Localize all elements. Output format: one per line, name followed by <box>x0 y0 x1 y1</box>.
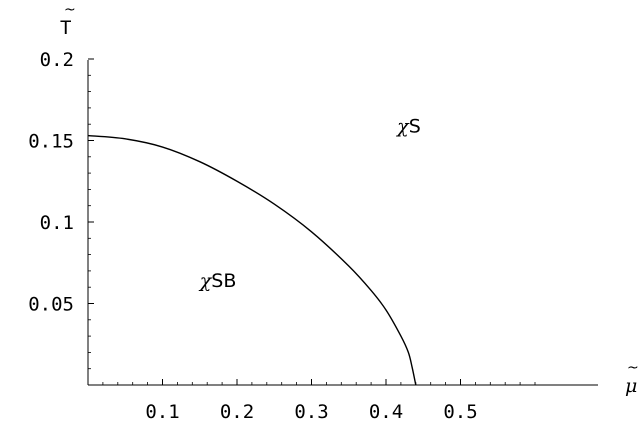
region-label-chiral-symmetric: χS <box>395 115 421 137</box>
y-axis-label-group: ~ T <box>60 2 76 39</box>
region-label-chiral-broken: χSB <box>198 270 237 292</box>
y-tick-label: 0.2 <box>40 49 74 71</box>
x-tick-label: 0.4 <box>369 401 403 421</box>
major-ticks <box>88 58 461 385</box>
y-tick-label: 0.15 <box>28 131 74 153</box>
x-axis-label: μ <box>625 375 637 397</box>
x-axis-label-tilde: ~ <box>627 360 639 376</box>
y-tick-label: 0.05 <box>28 294 74 316</box>
minor-ticks <box>88 58 536 385</box>
curve-layer <box>87 134 417 386</box>
annotation-layer: χS χSB <box>198 115 421 292</box>
y-tick-label: 0.1 <box>40 212 74 234</box>
phase-boundary-curve <box>87 134 417 386</box>
x-tick-label: 0.1 <box>145 401 179 421</box>
x-tick-label: 0.2 <box>220 401 254 421</box>
tick-labels: 0.1 0.2 0.3 0.4 0.5 0.05 0.1 0.15 0.2 <box>28 49 477 421</box>
y-axis-label: T <box>60 17 71 39</box>
axes <box>87 60 598 386</box>
y-axis-label-tilde: ~ <box>64 2 76 18</box>
x-tick-label: 0.5 <box>443 401 477 421</box>
x-tick-label: 0.3 <box>294 401 328 421</box>
x-axis-label-group: ~ μ <box>625 360 639 397</box>
